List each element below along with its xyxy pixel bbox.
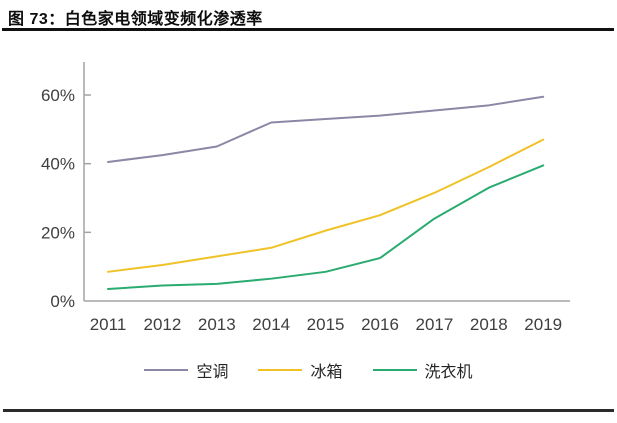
x-tick-label: 2014 bbox=[252, 315, 290, 334]
y-tick-label: 20% bbox=[41, 223, 75, 242]
legend-item-洗衣机: 洗衣机 bbox=[372, 358, 473, 382]
legend-item-冰箱: 冰箱 bbox=[258, 358, 343, 382]
legend-swatch bbox=[372, 369, 417, 371]
x-tick-label: 2019 bbox=[524, 315, 562, 334]
legend-swatch bbox=[144, 369, 189, 371]
chart-legend: 空调 冰箱 洗衣机 bbox=[0, 358, 617, 382]
legend-item-空调: 空调 bbox=[144, 358, 228, 382]
x-tick-label: 2011 bbox=[90, 315, 127, 334]
series-line-洗衣机 bbox=[107, 164, 545, 290]
series-line-空调 bbox=[107, 95, 545, 163]
figure-title: 图 73：白色家电领域变频化渗透率 bbox=[8, 11, 263, 28]
x-tick-label: 2018 bbox=[470, 315, 508, 334]
line-chart: 0% 20% 40% 60% 2011 2012 2013 2014 2015 2016 2017 2… bbox=[41, 62, 570, 334]
y-tick-label: 0% bbox=[50, 292, 75, 311]
x-tick-label: 2012 bbox=[143, 315, 181, 334]
legend-label: 冰箱 bbox=[310, 364, 343, 381]
x-tick-label: 2016 bbox=[361, 315, 399, 334]
x-tick-label: 2017 bbox=[415, 315, 453, 334]
series-line-冰箱 bbox=[107, 138, 545, 273]
y-tick-label: 40% bbox=[41, 155, 75, 174]
title-underline bbox=[2, 28, 614, 31]
legend-swatch bbox=[258, 369, 303, 371]
x-tick-label: 2013 bbox=[198, 315, 236, 334]
legend-label: 洗衣机 bbox=[424, 364, 473, 381]
x-tick-label: 2015 bbox=[307, 315, 345, 334]
y-tick-label: 60% bbox=[41, 86, 75, 105]
bottom-divider bbox=[3, 409, 614, 412]
legend-label: 空调 bbox=[196, 364, 229, 381]
